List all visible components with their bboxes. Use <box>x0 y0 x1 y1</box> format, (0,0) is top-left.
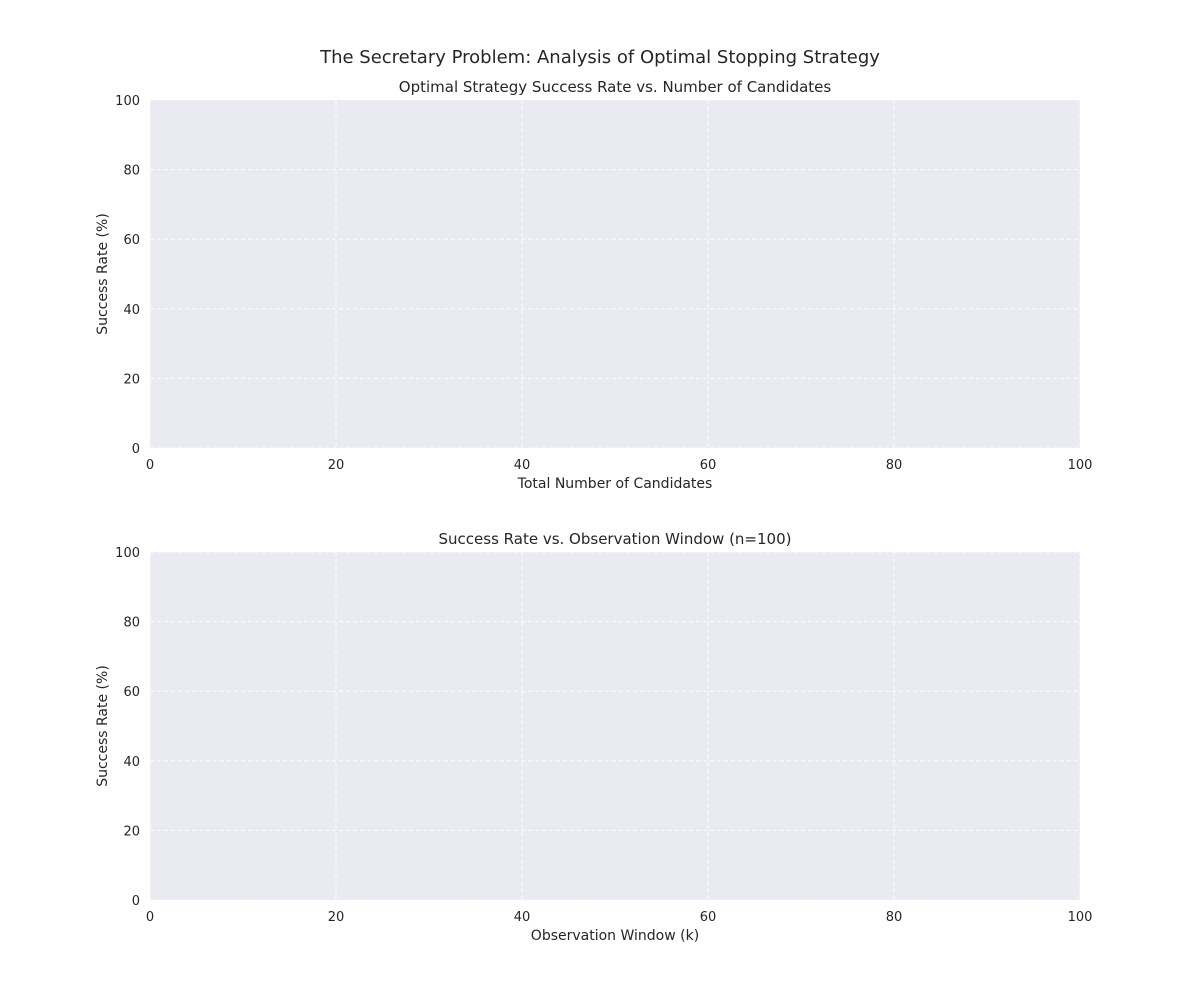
y-tick-label: 80 <box>123 164 140 179</box>
y-tick-label: 80 <box>123 616 140 631</box>
x-axis-ticks: 0 20 40 60 80 100 <box>146 458 1093 473</box>
figure-title: The Secretary Problem: Analysis of Optim… <box>319 47 880 68</box>
grid <box>149 551 1081 901</box>
plot-area <box>150 100 1080 448</box>
y-tick-label: 60 <box>123 233 140 248</box>
x-tick-label: 60 <box>700 458 717 473</box>
x-axis-label: Total Number of Candidates <box>517 476 713 492</box>
chart-success-vs-candidates: Optimal Strategy Success Rate vs. Number… <box>95 78 1092 492</box>
y-tick-label: 0 <box>132 894 140 909</box>
x-tick-label: 20 <box>328 458 345 473</box>
y-tick-label: 100 <box>115 546 140 561</box>
x-tick-label: 100 <box>1068 910 1093 925</box>
x-tick-label: 20 <box>328 910 345 925</box>
chart-title: Success Rate vs. Observation Window (n=1… <box>439 530 792 548</box>
y-tick-label: 40 <box>123 303 140 318</box>
chart-title: Optimal Strategy Success Rate vs. Number… <box>399 78 832 96</box>
y-tick-label: 100 <box>115 94 140 109</box>
x-tick-label: 0 <box>146 458 154 473</box>
y-tick-label: 20 <box>123 824 140 839</box>
y-axis-label: Success Rate (%) <box>95 665 111 787</box>
x-tick-label: 40 <box>514 458 531 473</box>
x-tick-label: 60 <box>700 910 717 925</box>
y-axis-ticks: 0 20 40 60 80 100 <box>115 546 140 909</box>
y-tick-label: 20 <box>123 372 140 387</box>
y-tick-label: 40 <box>123 755 140 770</box>
x-axis-label: Observation Window (k) <box>531 928 699 944</box>
x-axis-ticks: 0 20 40 60 80 100 <box>146 910 1093 925</box>
x-tick-label: 80 <box>886 458 903 473</box>
y-axis-label: Success Rate (%) <box>95 213 111 335</box>
chart-success-vs-window: Success Rate vs. Observation Window (n=1… <box>95 530 1092 944</box>
x-tick-label: 0 <box>146 910 154 925</box>
plot-area <box>150 552 1080 900</box>
y-tick-label: 0 <box>132 442 140 457</box>
y-tick-label: 60 <box>123 685 140 700</box>
x-tick-label: 40 <box>514 910 531 925</box>
y-axis-ticks: 0 20 40 60 80 100 <box>115 94 140 457</box>
grid <box>149 99 1081 449</box>
x-tick-label: 100 <box>1068 458 1093 473</box>
x-tick-label: 80 <box>886 910 903 925</box>
